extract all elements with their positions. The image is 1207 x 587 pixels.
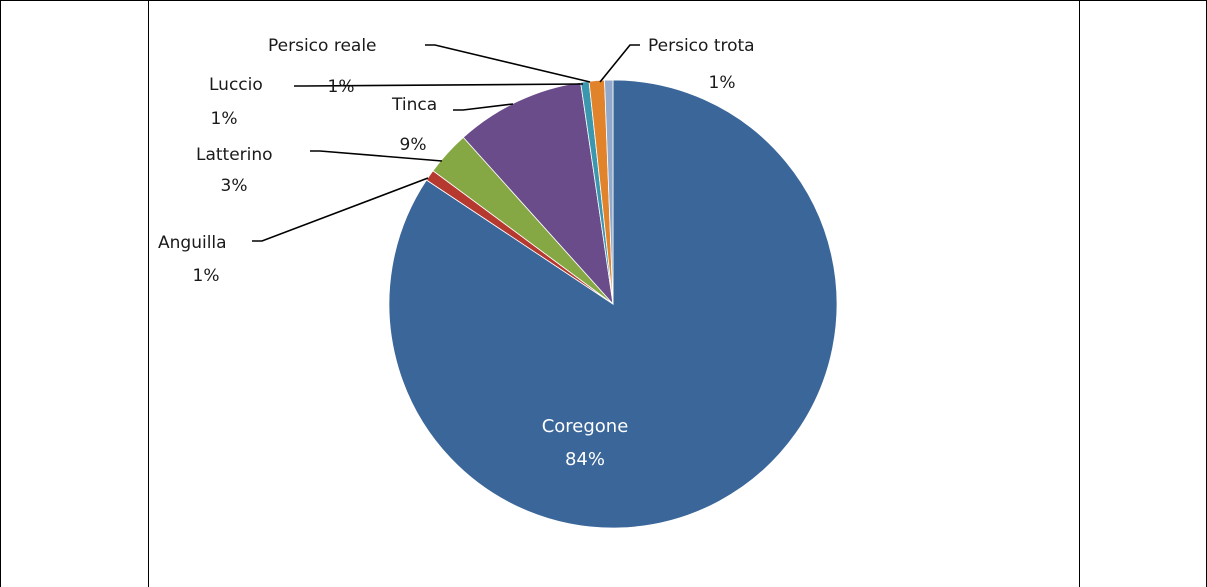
slice-label-name: Latterino [196, 145, 273, 165]
slice-label-name: Tinca [391, 95, 437, 115]
slice-label-percent: 1% [709, 73, 736, 93]
frame-inner-right-line [1079, 0, 1080, 587]
slice-label-percent: 1% [211, 109, 238, 129]
slice-labels: Coregone 84% Anguilla 1% Latterino 3% Tinca 9% L… [158, 36, 755, 470]
leader-line-tinca [453, 103, 514, 111]
leader-line-persico-trota [599, 44, 640, 83]
frame-top-border [0, 0, 1207, 1]
slice-label-percent: 3% [221, 176, 248, 196]
pie-slices [388, 79, 838, 529]
leader-line-latterino [310, 150, 443, 162]
slice-label-name: Coregone [542, 416, 629, 437]
leader-line-persico-reale [425, 44, 591, 83]
slice-label-percent: 1% [328, 77, 355, 97]
frame-left-border [0, 0, 1, 587]
leader-lines [252, 44, 640, 242]
slice-label-percent: 1% [193, 266, 220, 286]
slice-label-name: Persico reale [268, 36, 377, 56]
slice-label-percent: 84% [565, 449, 605, 470]
slice-label-name: Luccio [209, 75, 263, 95]
frame-inner-left-line [148, 0, 149, 587]
slice-label-name: Persico trota [648, 36, 755, 56]
slice-label-percent: 9% [400, 135, 427, 155]
leader-line-luccio [294, 83, 584, 87]
leader-line-anguilla [252, 177, 429, 242]
pie-slice-persico-trota [604, 79, 614, 305]
slice-label-name: Anguilla [158, 233, 227, 253]
